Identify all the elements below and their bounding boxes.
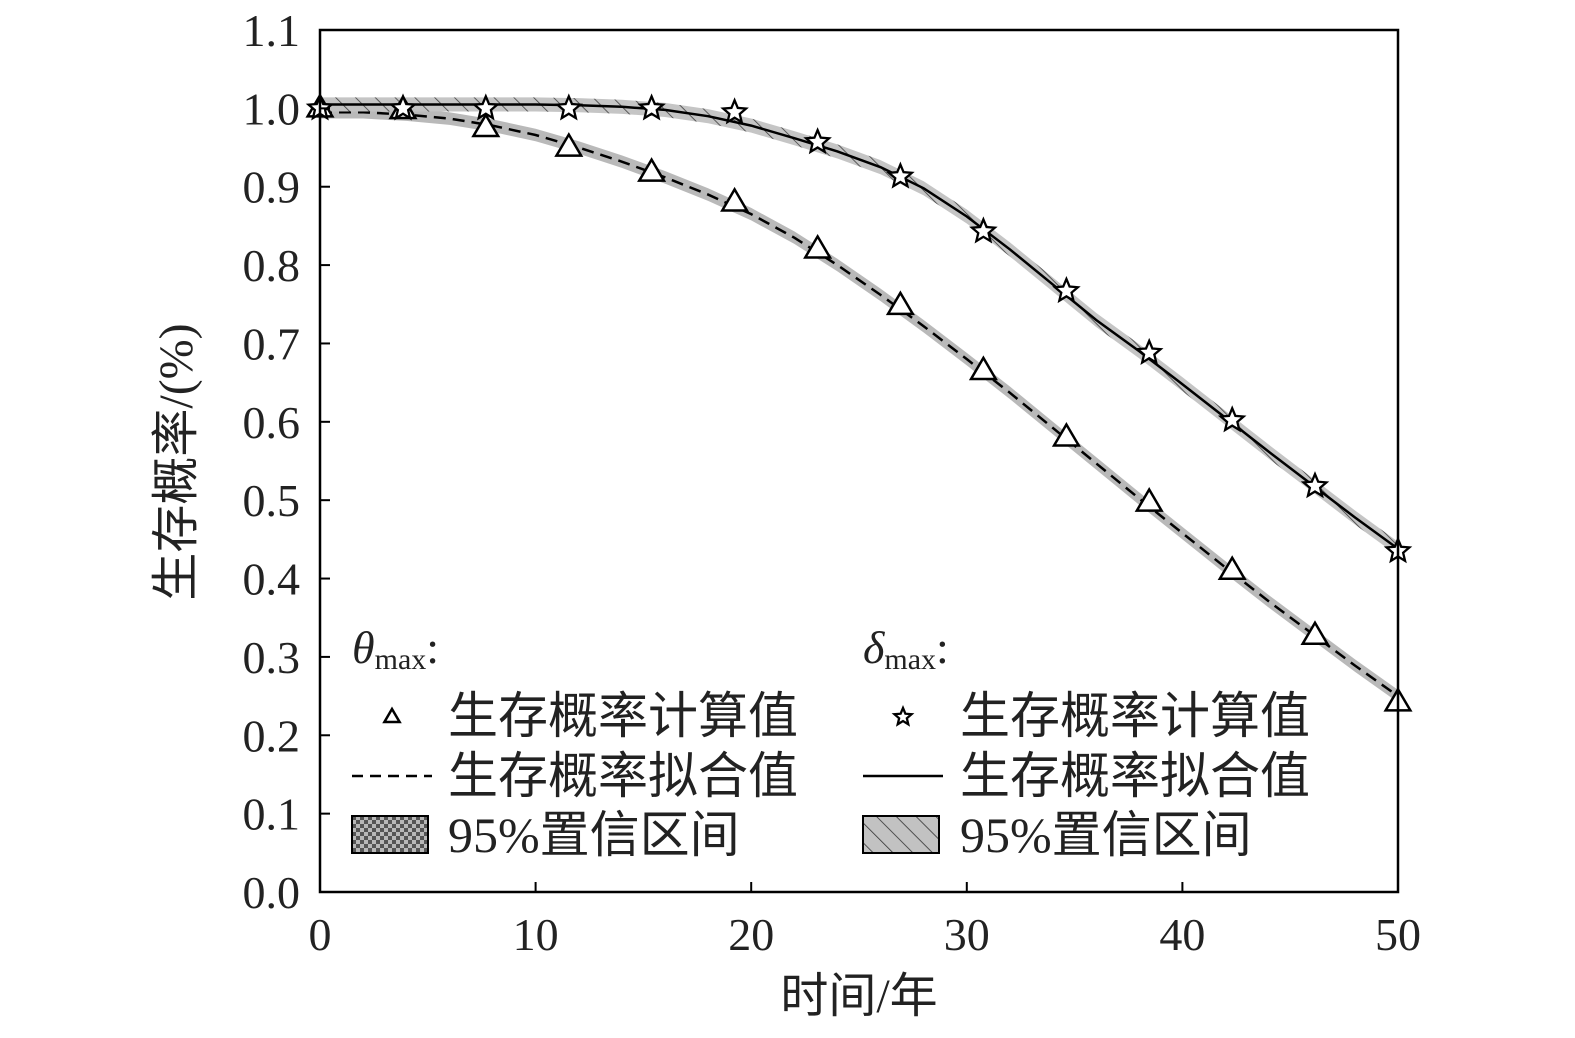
delta-max-computed-point: [1134, 337, 1164, 365]
theta-max-computed-point: [554, 132, 584, 157]
x-axis: 0 10 20 30 40 50: [309, 882, 1421, 960]
x-axis-title: 时间/年: [780, 970, 937, 1023]
delta-max-computed-point: [720, 97, 749, 125]
delta_max-confidence-band: [320, 97, 1398, 556]
y-tick-label: 0.1: [243, 789, 301, 840]
legend-delta-star-marker: [891, 705, 915, 727]
legend-theta-fitted-label: 生存概率拟合值: [448, 748, 798, 804]
delta-max-computed-point: [554, 93, 584, 121]
plot-area: [305, 92, 1413, 712]
y-tick-label: 0.9: [243, 162, 301, 213]
theta-max-computed-point: [637, 157, 667, 182]
legend-star-marker: [891, 705, 915, 727]
x-tick-label: 10: [513, 909, 559, 960]
y-tick-label: 0.4: [243, 554, 301, 605]
y-tick-label: 0.3: [243, 632, 301, 683]
delta-max-computed-point: [1300, 471, 1330, 499]
x-tick-label: 30: [944, 909, 990, 960]
y-tick-label: 0.6: [243, 397, 301, 448]
y-tick-label: 1.1: [243, 5, 301, 56]
theta-max-computed-point: [1300, 620, 1330, 646]
legend-theta-ci-swatch: [351, 815, 429, 854]
delta-max-computed-point: [969, 216, 998, 244]
y-tick-label: 0.5: [243, 475, 301, 526]
legend-theta-triangle-marker: [382, 706, 402, 724]
theta-max-computed-point: [471, 112, 501, 138]
delta-max-computed-point: [388, 93, 418, 121]
theta-max-computed-point: [803, 233, 833, 259]
y-tick-label: 1.0: [243, 83, 301, 134]
theta-max-computed-point: [1051, 422, 1081, 447]
y-axis: 0.0 0.1 0.2 0.3 0.4 0.5 0.6 0.7 0.8 0.9 1.0 1.1: [243, 5, 330, 918]
y-tick-label: 0.0: [243, 867, 301, 918]
legend-theta-ci-label: 95%置信区间: [448, 807, 740, 863]
y-tick-label: 0.8: [243, 240, 301, 291]
legend-delta-computed-label: 生存概率计算值: [960, 688, 1310, 744]
legend: θmax: 生存概率计算值 生存概率拟合值 95%置信区间 δmax: 生存概率…: [351, 622, 1310, 863]
legend-triangle-marker: [382, 706, 402, 724]
delta-max-computed-point: [471, 93, 501, 121]
theta_max-fitted-line: [320, 111, 1399, 698]
legend-delta-fitted-label: 生存概率拟合值: [960, 748, 1310, 804]
theta-max-computed-point: [885, 290, 915, 316]
y-tick-label: 0.7: [243, 318, 301, 369]
theta-max-computed-point: [720, 186, 750, 212]
x-tick-label: 40: [1159, 909, 1205, 960]
theta-max-computed-point: [1134, 487, 1164, 512]
legend-delta-ci-label: 95%置信区间: [960, 807, 1252, 863]
legend-delta-head: δmax:: [863, 622, 949, 676]
delta-max-computed-point: [637, 93, 666, 121]
legend-delta-ci-swatch: [862, 815, 940, 854]
plot-frame: [318, 28, 1400, 894]
x-tick-label: 0: [309, 909, 332, 960]
theta_max-confidence-band: [320, 106, 1398, 703]
legend-theta-computed-label: 生存概率计算值: [448, 688, 798, 744]
legend-theta-head: θmax:: [352, 622, 439, 676]
delta-max-computed-point: [886, 161, 915, 189]
delta_max-fitted-line: [320, 103, 1399, 550]
delta-max-computed-point: [1052, 275, 1081, 304]
delta-max-computed-point: [803, 127, 832, 155]
y-axis-title: 生存概率/(%): [150, 323, 203, 600]
theta-max-computed-point: [968, 355, 998, 381]
theta-max-computed-point: [1217, 555, 1247, 581]
delta-max-computed-point: [1217, 405, 1247, 433]
x-tick-label: 20: [728, 909, 774, 960]
y-tick-label: 0.2: [243, 710, 301, 761]
x-tick-label: 50: [1375, 909, 1421, 960]
